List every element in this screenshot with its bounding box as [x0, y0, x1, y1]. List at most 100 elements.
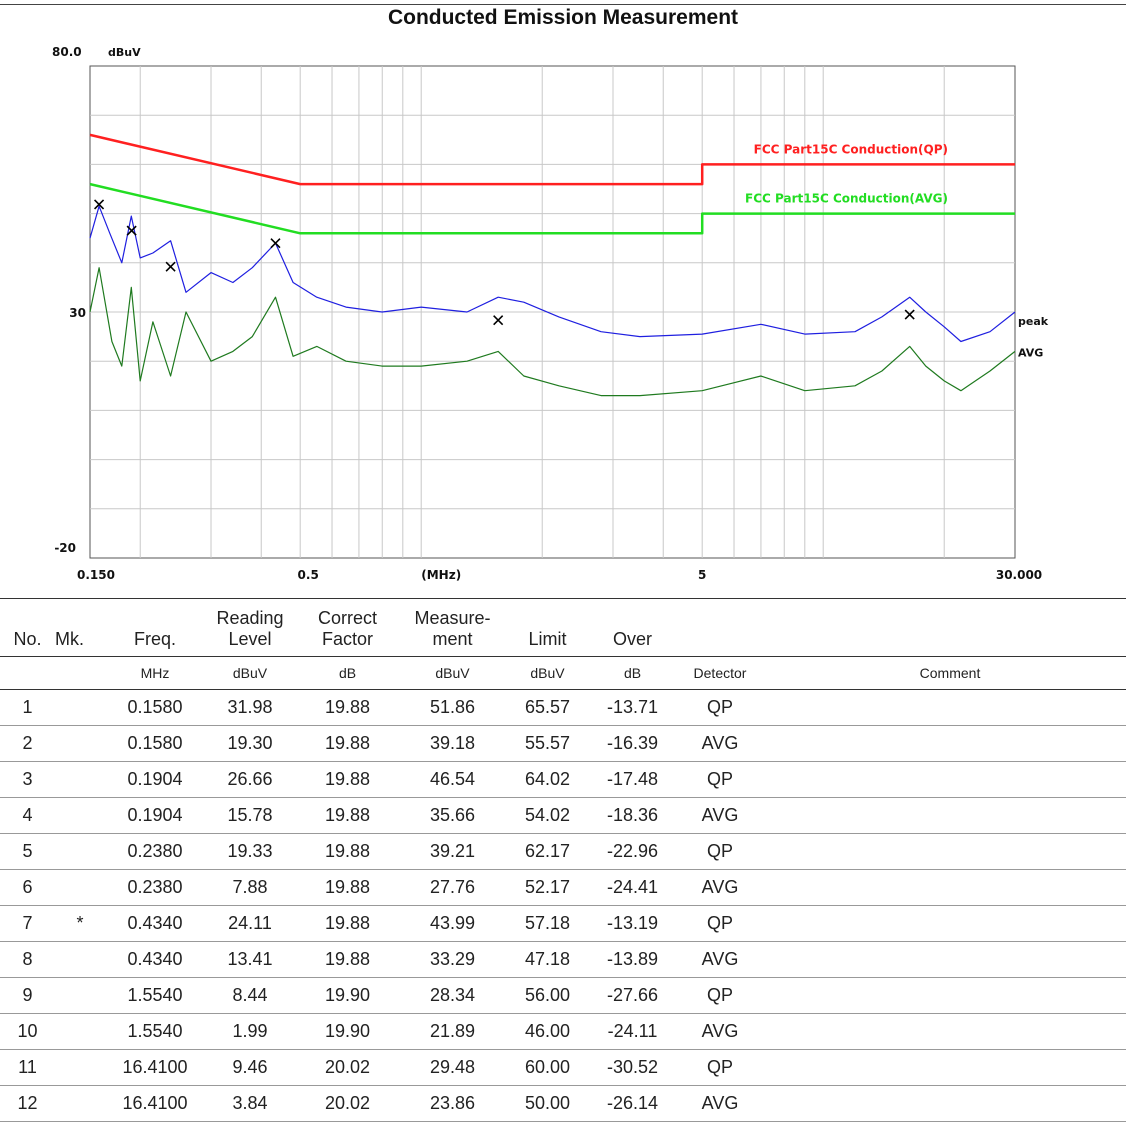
cell-limit: 52.17 [505, 869, 590, 906]
cell-detector: QP [675, 761, 765, 798]
cell-over: -24.11 [590, 1013, 675, 1050]
cell-reading: 9.46 [205, 1049, 295, 1086]
cell-correct: 19.88 [295, 761, 400, 798]
cell-limit: 57.18 [505, 905, 590, 942]
cell-no: 9 [0, 977, 55, 1014]
marker-stroke [165, 261, 176, 272]
cell-freq: 0.2380 [105, 869, 205, 906]
cell-comment [765, 869, 1126, 906]
col-meas: Measure-ment [400, 598, 505, 657]
cell-correct: 19.88 [295, 905, 400, 942]
cell-correct: 20.02 [295, 1049, 400, 1086]
cell-freq: 16.4100 [105, 1049, 205, 1086]
cell-freq: 0.1904 [105, 797, 205, 834]
col-meas-1: Measure- [414, 608, 491, 628]
cell-limit: 47.18 [505, 941, 590, 978]
marker-group [94, 199, 915, 326]
cell-limit: 55.57 [505, 725, 590, 762]
cell-limit: 65.57 [505, 689, 590, 726]
cell-correct: 19.88 [295, 833, 400, 870]
cell-correct: 20.02 [295, 1085, 400, 1122]
unit-comment: Comment [765, 656, 1126, 690]
y-tick-label: 30 [69, 306, 86, 320]
cell-mk [55, 941, 105, 978]
table-row: 3 0.1904 26.66 19.88 46.54 64.02 -17.48 QP [0, 761, 1126, 798]
cell-limit: 56.00 [505, 977, 590, 1014]
cell-mk [55, 761, 105, 798]
unit-reading: dBuV [205, 656, 295, 690]
chart-title: Conducted Emission Measurement [387, 6, 739, 29]
cell-freq: 1.5540 [105, 977, 205, 1014]
x-tick-label: 30.000 [996, 568, 1042, 582]
cell-meas: 23.86 [400, 1085, 505, 1122]
cell-reading: 1.99 [205, 1013, 295, 1050]
cell-mk: * [55, 905, 105, 942]
cell-over: -13.71 [590, 689, 675, 726]
cell-no: 6 [0, 869, 55, 906]
marker-stroke [94, 199, 105, 210]
col-over: Over [590, 598, 675, 657]
cell-meas: 27.76 [400, 869, 505, 906]
top-rule [0, 4, 1126, 5]
cell-detector: AVG [675, 1085, 765, 1122]
cell-limit: 64.02 [505, 761, 590, 798]
cell-detector: QP [675, 833, 765, 870]
emission-chart: 80.0 30 -20 dBuV 0.150 0.5 (MHz) 5 30.000 FCC Par… [52, 45, 1049, 582]
cell-no: 4 [0, 797, 55, 834]
cell-mk [55, 1085, 105, 1122]
cell-reading: 8.44 [205, 977, 295, 1014]
table-row: 11 16.4100 9.46 20.02 29.48 60.00 -30.52 QP [0, 1049, 1126, 1086]
cell-limit: 46.00 [505, 1013, 590, 1050]
cell-detector: AVG [675, 725, 765, 762]
col-correct-2: Factor [321, 629, 373, 649]
cell-limit: 50.00 [505, 1085, 590, 1122]
cell-meas: 33.29 [400, 941, 505, 978]
cell-detector: QP [675, 689, 765, 726]
cell-freq: 0.1580 [105, 689, 205, 726]
cell-no: 2 [0, 725, 55, 762]
cell-over: -13.89 [590, 941, 675, 978]
col-correct: Correct Factor [295, 598, 400, 657]
peak-marker [126, 225, 137, 236]
table-row: 5 0.2380 19.33 19.88 39.21 62.17 -22.96 QP [0, 833, 1126, 870]
cell-meas: 21.89 [400, 1013, 505, 1050]
unit-meas: dBuV [400, 656, 505, 690]
cell-over: -24.41 [590, 869, 675, 906]
col-limit: Limit [505, 598, 590, 657]
cell-comment [765, 1085, 1126, 1122]
unit-detector: Detector [675, 656, 765, 690]
cell-no: 7 [0, 905, 55, 942]
cell-mk [55, 797, 105, 834]
series-line-1 [89, 182, 1015, 235]
cell-correct: 19.88 [295, 941, 400, 978]
cell-detector: QP [675, 1049, 765, 1086]
cell-meas: 35.66 [400, 797, 505, 834]
cell-limit: 54.02 [505, 797, 590, 834]
cell-over: -27.66 [590, 977, 675, 1014]
header-row: No. Mk. Freq. Reading Level Correct Factor… [0, 598, 1126, 657]
col-reading-2: Level [228, 629, 272, 649]
cell-meas: 46.54 [400, 761, 505, 798]
cell-freq: 16.4100 [105, 1085, 205, 1122]
table-row: 4 0.1904 15.78 19.88 35.66 54.02 -18.36 AVG [0, 797, 1126, 834]
cell-comment [765, 725, 1126, 762]
cell-reading: 13.41 [205, 941, 295, 978]
cell-limit: 62.17 [505, 833, 590, 870]
cell-correct: 19.88 [295, 689, 400, 726]
table-row: 8 0.4340 13.41 19.88 33.29 47.18 -13.89 AVG [0, 941, 1126, 978]
cell-correct: 19.88 [295, 725, 400, 762]
x-tick-label: 0.5 [298, 568, 319, 582]
marker-stroke [270, 238, 281, 249]
table-row: 7 * 0.4340 24.11 19.88 43.99 57.18 -13.19 QP [0, 905, 1126, 942]
col-correct-1: Correct [317, 608, 377, 628]
col-meas-2: ment [432, 629, 473, 649]
table-row: 1 0.1580 31.98 19.88 51.86 65.57 -13.71 QP [0, 689, 1126, 726]
cell-comment [765, 689, 1126, 726]
cell-detector: QP [675, 977, 765, 1014]
cell-no: 5 [0, 833, 55, 870]
peak-trace-label: peak [1018, 315, 1049, 328]
avg-limit-label: FCC Part15C Conduction(AVG) [745, 192, 948, 206]
peak-marker [165, 261, 176, 272]
cell-meas: 29.48 [400, 1049, 505, 1086]
cell-detector: QP [675, 905, 765, 942]
